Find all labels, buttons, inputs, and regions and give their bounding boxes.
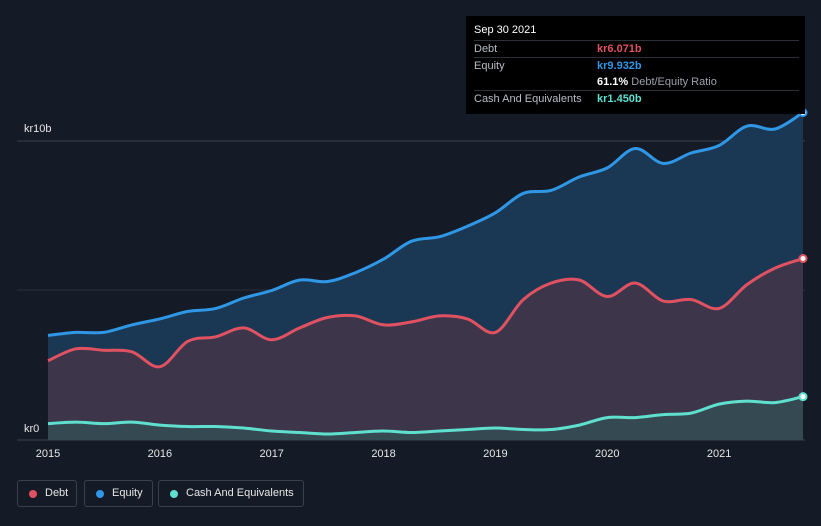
x-tick-2021: 2021 xyxy=(707,448,731,460)
tooltip: Sep 30 2021 Debt kr6.071b Equity kr9.932… xyxy=(466,16,805,114)
debt-line xyxy=(47,257,804,369)
debt-dot-icon xyxy=(29,490,37,498)
legend-item-debt[interactable]: Debt xyxy=(17,480,77,507)
tooltip-row-ratio: 61.1% Debt/Equity Ratio xyxy=(474,74,799,90)
x-tick-2020: 2020 xyxy=(595,448,619,460)
legend-item-equity[interactable]: Equity xyxy=(84,480,153,507)
tooltip-ratio-label: Debt/Equity Ratio xyxy=(631,76,717,88)
debt-area xyxy=(48,258,803,440)
tooltip-date: Sep 30 2021 xyxy=(474,24,537,36)
x-tick-2017: 2017 xyxy=(259,448,283,460)
cash-and-equivalents-area xyxy=(48,396,803,440)
legend-debt-label: Debt xyxy=(45,487,69,499)
tooltip-debt-label: Debt xyxy=(474,43,498,55)
tooltip-cash-label: Cash And Equivalents xyxy=(474,93,582,105)
equity-line xyxy=(47,111,804,337)
tooltip-equity-value: kr9.932b xyxy=(597,60,642,72)
y-axis-label-bottom: kr0 xyxy=(24,423,39,435)
cash-dot-icon xyxy=(170,490,178,498)
legend-equity-label: Equity xyxy=(112,487,143,499)
debt-endpoint xyxy=(798,254,808,264)
tooltip-debt-value: kr6.071b xyxy=(597,43,642,55)
x-tick-2018: 2018 xyxy=(371,448,395,460)
legend-cash-label: Cash And Equivalents xyxy=(186,487,294,499)
tooltip-cash-value: kr1.450b xyxy=(597,93,642,105)
tooltip-row-debt: Debt kr6.071b xyxy=(474,40,799,57)
tooltip-ratio: 61.1% Debt/Equity Ratio xyxy=(597,76,717,88)
y-axis-label-top: kr10b xyxy=(24,123,52,135)
cash-and-equivalents-endpoint xyxy=(798,392,808,402)
x-tick-2015: 2015 xyxy=(36,448,60,460)
x-tick-2016: 2016 xyxy=(148,448,172,460)
tooltip-ratio-value: 61.1% xyxy=(597,76,629,88)
cash-and-equivalents-line xyxy=(47,395,804,436)
tooltip-row-equity: Equity kr9.932b xyxy=(474,57,799,74)
equity-dot-icon xyxy=(96,490,104,498)
tooltip-equity-label: Equity xyxy=(474,60,505,72)
tooltip-row-cash: Cash And Equivalents kr1.450b xyxy=(474,90,799,107)
x-tick-2019: 2019 xyxy=(483,448,507,460)
legend-item-cash[interactable]: Cash And Equivalents xyxy=(158,480,304,507)
